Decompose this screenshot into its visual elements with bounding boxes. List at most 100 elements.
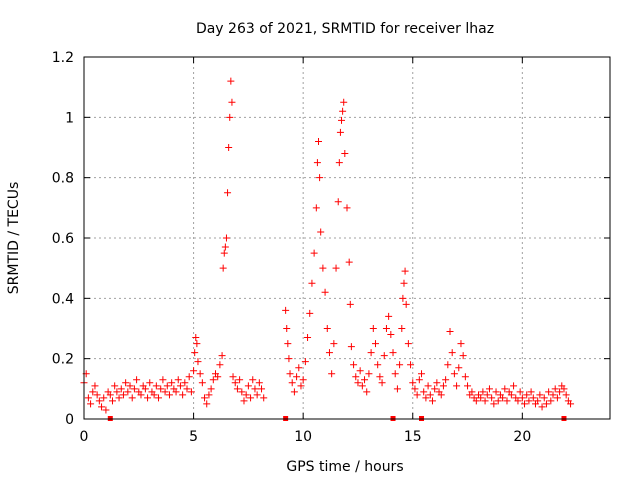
data-point [146, 379, 154, 387]
data-point [455, 364, 463, 372]
data-point [203, 400, 211, 408]
data-point [323, 325, 331, 332]
data-point [137, 391, 145, 399]
data-point [521, 400, 529, 408]
data-point [185, 373, 193, 381]
data-point [255, 379, 263, 387]
data-point [172, 388, 180, 396]
y-tick-label: 1 [65, 110, 74, 126]
data-point [352, 373, 360, 381]
y-tick-label: 1.2 [52, 50, 74, 66]
data-point [439, 382, 447, 390]
data-point [415, 376, 423, 384]
data-point [464, 382, 472, 390]
data-point [183, 385, 191, 393]
data-point [310, 249, 318, 257]
y-tick-label: 0 [65, 412, 74, 428]
data-point [339, 107, 347, 115]
data-point [228, 98, 236, 106]
data-point [358, 382, 366, 390]
data-point [282, 306, 290, 314]
data-point [301, 358, 309, 366]
data-point [190, 367, 198, 375]
data-point [448, 349, 456, 357]
data-point [106, 391, 114, 399]
data-point [420, 388, 428, 396]
data-point [306, 309, 314, 317]
data-point [534, 397, 542, 405]
data-point [523, 391, 531, 399]
data-point [319, 264, 327, 272]
data-point [313, 159, 321, 167]
data-point [340, 98, 348, 106]
x-axis-label: GPS time / hours [286, 459, 403, 475]
data-point [193, 340, 201, 348]
data-point [220, 249, 228, 257]
data-point [538, 403, 546, 411]
data-point [284, 340, 292, 348]
data-point [98, 403, 106, 411]
data-point [253, 391, 261, 399]
data-point [288, 379, 296, 387]
data-point [442, 376, 450, 384]
data-point [130, 385, 138, 393]
y-axis-label: SRMTID / TECUs [6, 182, 22, 295]
data-point [219, 264, 227, 272]
data-point [205, 391, 213, 399]
data-point [365, 370, 373, 378]
data-point [363, 388, 371, 396]
data-point [485, 385, 493, 393]
data-point [459, 352, 467, 360]
data-point [518, 394, 526, 402]
data-point [437, 391, 445, 399]
data-point [433, 379, 441, 387]
data-point [391, 370, 399, 378]
data-point [174, 376, 182, 384]
data-point [347, 343, 355, 351]
data-point [133, 376, 141, 384]
data-point [494, 397, 502, 405]
data-point [242, 391, 250, 399]
data-point [499, 394, 507, 402]
data-point [350, 361, 358, 369]
data-point [529, 394, 537, 402]
data-point [380, 352, 388, 360]
data-point [444, 361, 452, 369]
data-point [198, 379, 206, 387]
data-point [191, 349, 199, 357]
data-point [382, 325, 390, 332]
data-point [144, 394, 152, 402]
data-point [285, 355, 293, 363]
data-point [108, 397, 116, 405]
data-point [488, 394, 496, 402]
data-point [119, 391, 127, 399]
data-point [240, 397, 248, 405]
data-point [542, 400, 550, 408]
x-tick-label: 20 [513, 429, 531, 445]
data-point [150, 391, 158, 399]
data-point [453, 382, 461, 390]
data-point [308, 279, 316, 287]
data-point [510, 382, 518, 390]
data-point [159, 376, 167, 384]
data-point [233, 385, 241, 393]
data-point [334, 198, 342, 206]
data-point [231, 379, 239, 387]
data-point [293, 373, 301, 381]
data-point [224, 189, 232, 197]
data-point [514, 397, 522, 405]
data-point [560, 385, 568, 393]
data-point [187, 388, 195, 396]
data-point [562, 391, 570, 399]
data-point [354, 379, 362, 387]
y-tick-label: 0.4 [52, 291, 74, 307]
data-point [295, 364, 303, 372]
data-point [553, 394, 561, 402]
data-point [468, 388, 476, 396]
data-point [251, 385, 259, 393]
data-point [404, 340, 412, 348]
data-point [225, 144, 233, 151]
data-point [222, 234, 230, 242]
x-tick-label: 10 [294, 429, 312, 445]
data-point [525, 397, 533, 405]
